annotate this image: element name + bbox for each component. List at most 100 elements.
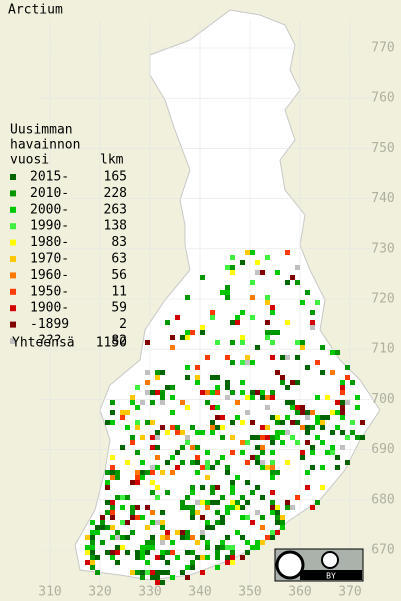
observation-square bbox=[245, 540, 250, 545]
observation-square bbox=[220, 425, 225, 430]
observation-square bbox=[305, 470, 310, 475]
observation-square bbox=[255, 435, 260, 440]
observation-square bbox=[160, 580, 165, 585]
observation-square bbox=[315, 420, 320, 425]
observation-square bbox=[300, 405, 305, 410]
observation-square bbox=[300, 425, 305, 430]
observation-square bbox=[270, 390, 275, 395]
observation-square bbox=[280, 355, 285, 360]
observation-square bbox=[235, 320, 240, 325]
observation-square bbox=[305, 290, 310, 295]
observation-square bbox=[215, 510, 220, 515]
observation-square bbox=[315, 500, 320, 505]
observation-square bbox=[315, 360, 320, 365]
observation-square bbox=[155, 455, 160, 460]
observation-square bbox=[235, 500, 240, 505]
observation-square bbox=[225, 545, 230, 550]
observation-square bbox=[120, 495, 125, 500]
observation-square bbox=[340, 430, 345, 435]
observation-square bbox=[250, 295, 255, 300]
observation-square bbox=[245, 410, 250, 415]
observation-square bbox=[140, 475, 145, 480]
observation-square bbox=[310, 320, 315, 325]
observation-square bbox=[285, 460, 290, 465]
legend-count: 59 bbox=[111, 301, 127, 316]
observation-square bbox=[220, 520, 225, 525]
observation-square bbox=[150, 575, 155, 580]
x-tick-label: 330 bbox=[138, 585, 161, 600]
observation-square bbox=[205, 555, 210, 560]
observation-square bbox=[340, 390, 345, 395]
observation-square bbox=[185, 440, 190, 445]
observation-square bbox=[305, 430, 310, 435]
observation-square bbox=[230, 560, 235, 565]
observation-square bbox=[195, 455, 200, 460]
observation-square bbox=[190, 490, 195, 495]
observation-square bbox=[230, 320, 235, 325]
observation-square bbox=[310, 425, 315, 430]
observation-square bbox=[110, 500, 115, 505]
observation-square bbox=[310, 450, 315, 455]
observation-square bbox=[215, 485, 220, 490]
observation-square bbox=[130, 440, 135, 445]
observation-square bbox=[120, 415, 125, 420]
observation-square bbox=[185, 335, 190, 340]
observation-square bbox=[270, 310, 275, 315]
observation-square bbox=[160, 550, 165, 555]
observation-square bbox=[210, 500, 215, 505]
observation-square bbox=[170, 425, 175, 430]
observation-square bbox=[210, 430, 215, 435]
observation-square bbox=[170, 385, 175, 390]
observation-square bbox=[145, 380, 150, 385]
observation-square bbox=[105, 525, 110, 530]
observation-square bbox=[210, 485, 215, 490]
observation-square bbox=[260, 425, 265, 430]
observation-square bbox=[150, 535, 155, 540]
observation-square bbox=[340, 400, 345, 405]
observation-square bbox=[90, 535, 95, 540]
legend-label: ??? bbox=[38, 334, 61, 349]
observation-square bbox=[195, 445, 200, 450]
observation-square bbox=[225, 505, 230, 510]
observation-square bbox=[265, 330, 270, 335]
legend-count: 11 bbox=[111, 284, 127, 299]
observation-square bbox=[150, 545, 155, 550]
observation-square bbox=[190, 565, 195, 570]
observation-square bbox=[160, 395, 165, 400]
observation-square bbox=[135, 480, 140, 485]
observation-square bbox=[260, 445, 265, 450]
observation-square bbox=[200, 535, 205, 540]
observation-square bbox=[160, 510, 165, 515]
observation-square bbox=[210, 425, 215, 430]
observation-square bbox=[295, 280, 300, 285]
observation-square bbox=[135, 555, 140, 560]
observation-square bbox=[305, 365, 310, 370]
observation-square bbox=[150, 480, 155, 485]
observation-square bbox=[150, 400, 155, 405]
observation-square bbox=[155, 495, 160, 500]
observation-square bbox=[185, 435, 190, 440]
observation-square bbox=[95, 570, 100, 575]
legend-count: 82 bbox=[111, 334, 127, 349]
observation-square bbox=[265, 435, 270, 440]
legend-label: 2015- bbox=[30, 170, 69, 185]
observation-square bbox=[140, 555, 145, 560]
observation-square bbox=[195, 460, 200, 465]
observation-square bbox=[225, 560, 230, 565]
observation-square bbox=[230, 485, 235, 490]
observation-square bbox=[270, 330, 275, 335]
observation-square bbox=[130, 530, 135, 535]
legend-label: 1980- bbox=[30, 235, 69, 250]
observation-square bbox=[265, 255, 270, 260]
observation-square bbox=[195, 375, 200, 380]
observation-square bbox=[120, 545, 125, 550]
observation-square bbox=[345, 400, 350, 405]
observation-square bbox=[165, 530, 170, 535]
observation-square bbox=[195, 380, 200, 385]
legend-count: 263 bbox=[104, 202, 127, 217]
observation-square bbox=[265, 535, 270, 540]
observation-square bbox=[310, 445, 315, 450]
observation-square bbox=[165, 570, 170, 575]
observation-square bbox=[220, 290, 225, 295]
observation-square bbox=[250, 390, 255, 395]
